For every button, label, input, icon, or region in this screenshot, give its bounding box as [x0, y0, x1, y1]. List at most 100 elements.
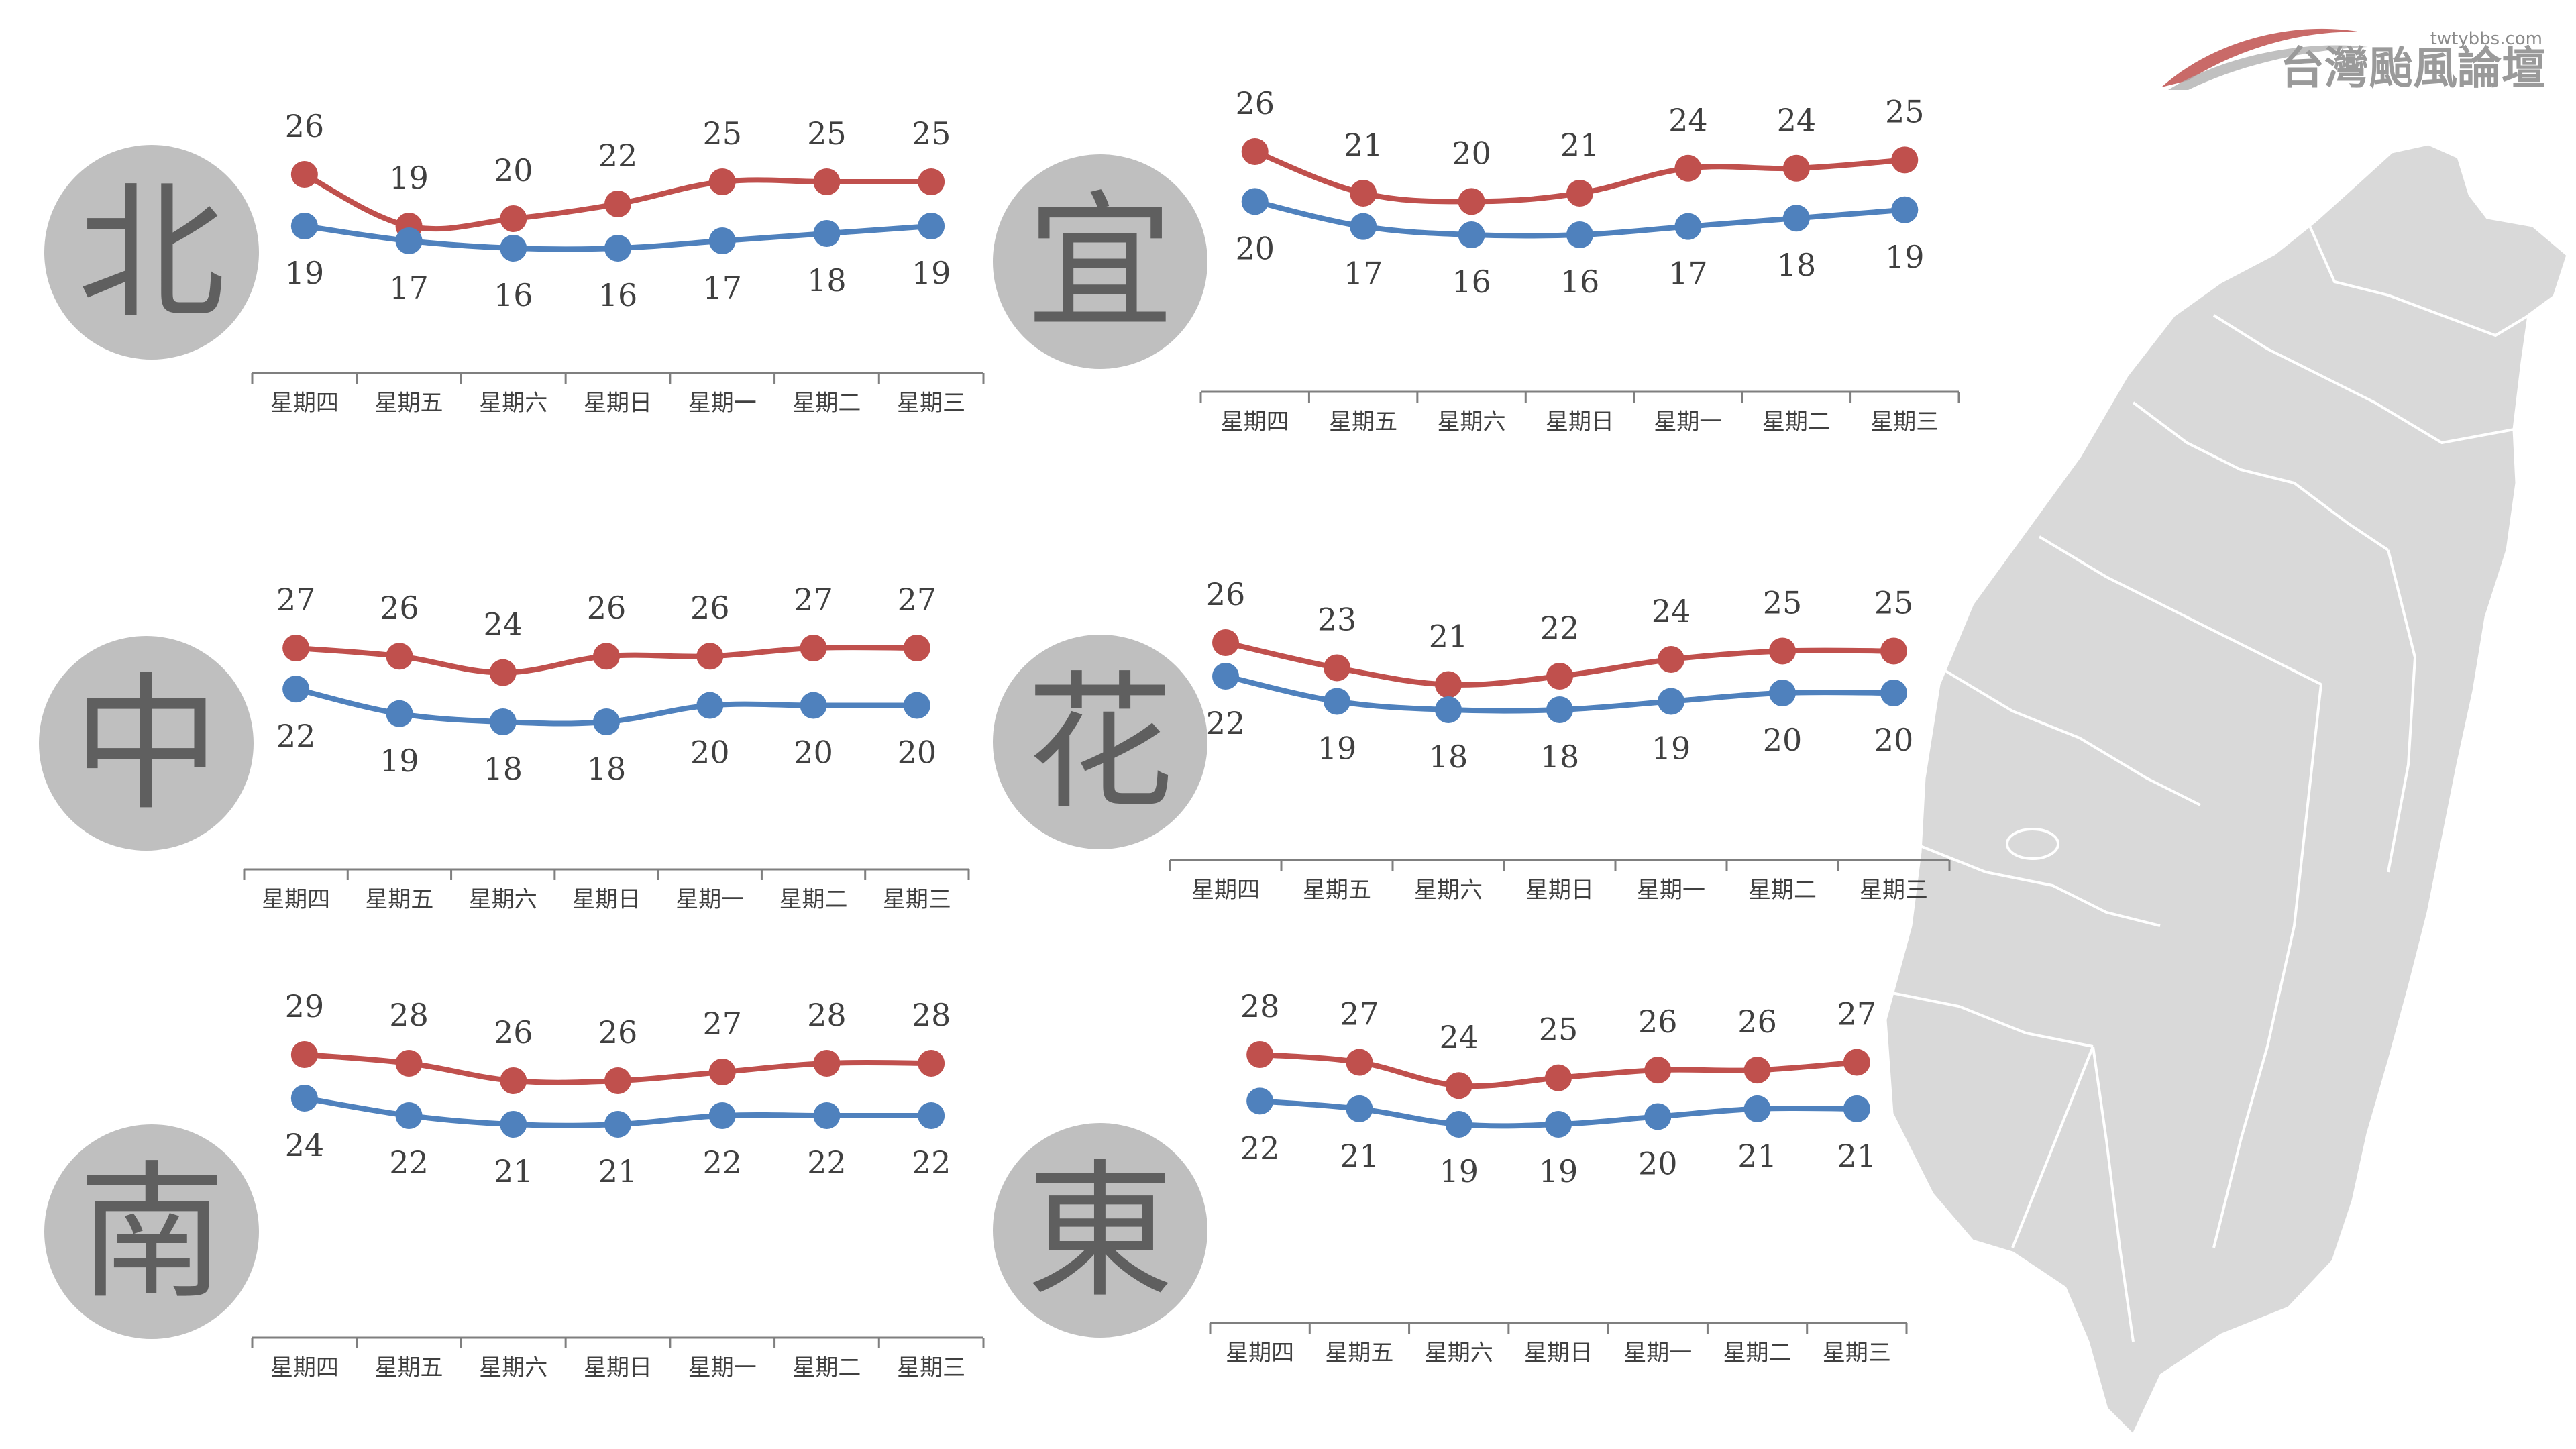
- data-label-high: 21: [1429, 619, 1468, 655]
- region-label: 東: [1026, 1146, 1174, 1318]
- x-tick-label: 星期日: [584, 390, 652, 417]
- data-label-low: 22: [702, 1144, 742, 1181]
- data-label-high: 19: [389, 160, 429, 196]
- data-point-low: [1458, 221, 1485, 248]
- region-label: 北: [78, 168, 225, 339]
- x-tick-label: 星期一: [1637, 877, 1705, 904]
- data-point-low: [593, 708, 620, 735]
- data-point-high: [1843, 1049, 1870, 1076]
- x-tick-label: 星期六: [1414, 877, 1483, 904]
- data-label-high: 27: [794, 582, 833, 618]
- data-point-low: [1880, 680, 1907, 706]
- data-point-low: [708, 227, 736, 254]
- data-label-low: 18: [483, 751, 523, 787]
- x-tick-label: 星期三: [1860, 877, 1928, 904]
- data-point-high: [1350, 180, 1377, 207]
- data-label-high: 26: [380, 590, 419, 626]
- data-label-high: 26: [1638, 1004, 1678, 1040]
- data-point-low: [1212, 663, 1239, 690]
- logo-swoosh-shadow: [2168, 45, 2368, 90]
- data-label-high: 23: [1318, 602, 1357, 638]
- x-tick-label: 星期三: [883, 886, 951, 913]
- data-point-low: [903, 692, 930, 719]
- data-label-high: 25: [1539, 1012, 1578, 1048]
- data-point-low: [1769, 680, 1796, 706]
- data-label-low: 19: [1439, 1153, 1479, 1189]
- data-point-high: [708, 168, 736, 195]
- x-tick-label: 星期二: [792, 1354, 861, 1381]
- data-point-high: [1674, 154, 1702, 182]
- data-point-high: [1644, 1057, 1672, 1084]
- data-point-high: [1545, 1064, 1572, 1091]
- logo-swoosh: [2161, 28, 2361, 87]
- x-tick-label: 星期日: [572, 886, 641, 913]
- data-point-high: [593, 643, 620, 670]
- data-point-low: [813, 220, 841, 247]
- data-label-low: 22: [1206, 705, 1246, 741]
- region-label: 宜: [1026, 177, 1174, 349]
- region-label: 南: [78, 1147, 225, 1319]
- data-label-high: 27: [702, 1006, 742, 1042]
- data-point-low: [1644, 1103, 1672, 1130]
- x-tick-label: 星期四: [262, 886, 330, 913]
- data-label-high: 24: [1668, 102, 1708, 138]
- data-point-high: [708, 1059, 736, 1085]
- data-label-low: 16: [1560, 264, 1600, 300]
- x-tick-label: 星期三: [1870, 409, 1939, 435]
- data-label-low: 21: [598, 1153, 638, 1189]
- x-tick-label: 星期五: [1325, 1340, 1393, 1366]
- data-point-high: [903, 635, 930, 661]
- data-label-low: 19: [285, 255, 325, 291]
- data-point-high: [1346, 1049, 1373, 1076]
- data-point-low: [1743, 1095, 1771, 1122]
- data-label-high: 26: [1737, 1004, 1777, 1040]
- data-point-low: [386, 700, 413, 727]
- data-point-low: [395, 1102, 423, 1129]
- data-label-low: 22: [276, 718, 316, 754]
- data-point-high: [604, 1067, 631, 1094]
- data-point-high: [1782, 154, 1810, 182]
- x-tick-label: 星期六: [479, 390, 547, 417]
- x-tick-label: 星期三: [897, 390, 965, 417]
- data-label-high: 26: [690, 590, 730, 626]
- data-label-low: 20: [1235, 230, 1275, 266]
- data-label-high: 25: [1885, 93, 1925, 129]
- data-label-high: 24: [1439, 1019, 1479, 1055]
- data-label-high: 27: [1340, 996, 1379, 1032]
- data-label-low: 20: [1874, 722, 1914, 758]
- data-label-low: 16: [1452, 264, 1491, 300]
- x-tick-label: 星期日: [584, 1354, 652, 1381]
- x-tick-label: 星期四: [1226, 1340, 1294, 1366]
- data-point-high: [1891, 146, 1919, 174]
- data-point-low: [290, 213, 318, 239]
- data-label-high: 27: [1837, 996, 1877, 1032]
- data-label-high: 28: [389, 997, 429, 1033]
- data-label-high: 26: [1206, 576, 1246, 612]
- x-tick-label: 星期日: [1524, 1340, 1593, 1366]
- forum-logo: twtybbs.com 台灣颱風論壇: [2161, 28, 2546, 94]
- data-point-low: [1346, 1095, 1373, 1122]
- data-label-low: 18: [807, 262, 847, 299]
- data-label-low: 21: [1837, 1138, 1877, 1174]
- data-point-high: [290, 1041, 318, 1068]
- data-label-low: 22: [1240, 1130, 1280, 1166]
- data-point-high: [800, 635, 827, 661]
- data-point-high: [1241, 138, 1269, 165]
- data-label-low: 17: [702, 270, 742, 306]
- data-label-low: 16: [494, 277, 533, 313]
- region-circle: [44, 1124, 259, 1339]
- region-circle: [993, 1123, 1208, 1338]
- data-point-low: [1843, 1095, 1870, 1122]
- x-tick-label: 星期二: [780, 886, 848, 913]
- x-tick-label: 星期二: [1723, 1340, 1792, 1366]
- data-point-high: [1458, 188, 1485, 215]
- x-tick-label: 星期五: [1303, 877, 1371, 904]
- data-label-high: 21: [1560, 127, 1600, 163]
- data-point-low: [918, 1102, 945, 1129]
- data-point-low: [1445, 1111, 1472, 1138]
- logo-name: 台灣颱風論壇: [2280, 42, 2546, 94]
- data-label-low: 20: [898, 735, 937, 771]
